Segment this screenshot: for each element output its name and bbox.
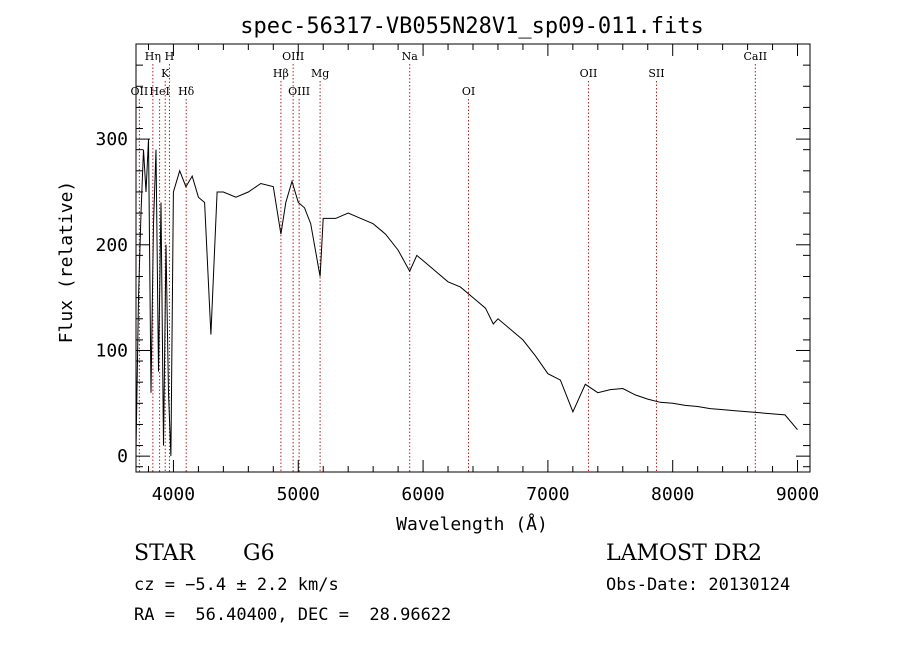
line-marker-label: HeI — [149, 85, 169, 98]
chart-title: spec-56317-VB055N28V1_sp09-011.fits — [240, 14, 704, 39]
line-marker-label: OIII — [282, 50, 304, 63]
x-axis-label: Wavelength (Å) — [396, 513, 548, 535]
y-axis-ticks: 0 100 200 300 — [95, 64, 810, 468]
line-marker-label: OI — [462, 85, 475, 98]
y-tick-label: 200 — [95, 235, 128, 256]
object-class: STAR — [134, 541, 196, 566]
line-marker-label: CaII — [743, 50, 767, 63]
y-axis-label: Flux (relative) — [56, 181, 77, 344]
line-marker-label: Hη — [145, 50, 161, 63]
x-axis-ticks: 4000 5000 6000 7000 8000 9000 — [147, 44, 819, 505]
line-marker-label: Hδ — [178, 85, 195, 98]
x-tick-label: 4000 — [152, 484, 195, 505]
line-marker-label: OII — [580, 67, 598, 80]
redshift-cz: cz = −5.4 ± 2.2 km/s — [134, 575, 339, 595]
line-marker-label: H — [165, 50, 175, 63]
x-tick-label: 9000 — [776, 484, 819, 505]
y-tick-label: 0 — [117, 446, 128, 467]
line-marker-label: Na — [402, 50, 419, 63]
object-subclass: G6 — [243, 541, 275, 566]
observation-date: Obs-Date: 20130124 — [606, 575, 790, 595]
spectrum-line — [135, 139, 798, 457]
line-marker-label: Hβ — [273, 67, 289, 80]
line-marker-label: OII — [131, 85, 149, 98]
line-marker-label: SII — [648, 67, 664, 80]
y-tick-label: 300 — [95, 129, 128, 150]
x-tick-label: 5000 — [277, 484, 320, 505]
line-marker-label: Mg — [311, 67, 329, 80]
coordinates: RA = 56.40400, DEC = 28.96622 — [134, 605, 451, 625]
x-tick-label: 8000 — [651, 484, 694, 505]
plot-frame — [135, 43, 811, 473]
line-marker-label: OIII — [288, 85, 310, 98]
y-tick-label: 100 — [95, 340, 128, 361]
x-tick-label: 6000 — [401, 484, 444, 505]
line-marker-label: K — [161, 67, 170, 80]
survey-name: LAMOST DR2 — [606, 541, 762, 566]
x-tick-label: 7000 — [526, 484, 569, 505]
